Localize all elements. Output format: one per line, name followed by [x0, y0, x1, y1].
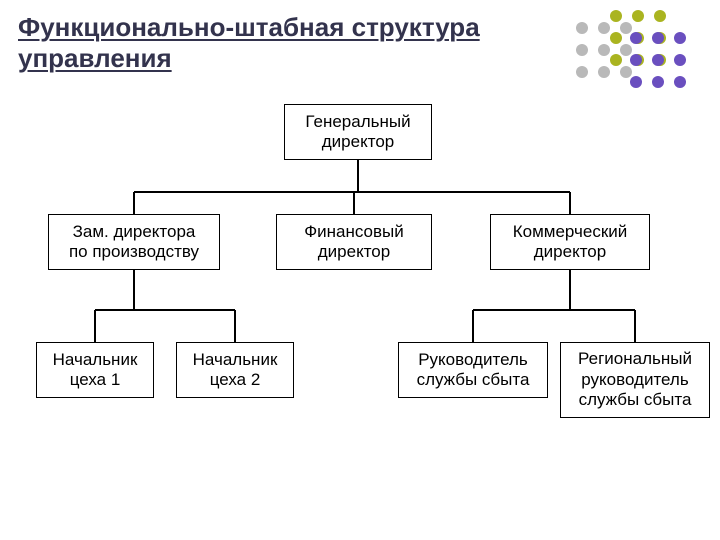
decoration-dot — [652, 32, 664, 44]
org-edge — [133, 270, 135, 310]
decoration-dot — [598, 22, 610, 34]
title-line2: управления — [18, 43, 172, 73]
decoration-dot — [652, 54, 664, 66]
decoration-dot — [610, 54, 622, 66]
org-node-root: Генеральныйдиректор — [284, 104, 432, 160]
decoration-dot — [576, 44, 588, 56]
decoration-dot — [674, 32, 686, 44]
decoration-dot — [610, 10, 622, 22]
decoration-dot — [632, 10, 644, 22]
decoration-dot — [610, 32, 622, 44]
org-edge — [95, 309, 235, 311]
decoration-dot — [598, 44, 610, 56]
slide-title: Функционально-штабная структура управлен… — [18, 12, 480, 74]
org-node-shop1: Начальникцеха 1 — [36, 342, 154, 398]
decoration-dot — [630, 76, 642, 88]
decoration-dot — [674, 76, 686, 88]
org-node-shop2: Начальникцеха 2 — [176, 342, 294, 398]
org-edge — [569, 192, 571, 214]
org-node-sales1: Руководительслужбы сбыта — [398, 342, 548, 398]
decoration-dot — [654, 10, 666, 22]
org-edge — [133, 192, 135, 214]
decoration-dot — [630, 32, 642, 44]
org-edge — [473, 309, 635, 311]
decoration-dot — [598, 66, 610, 78]
org-edge — [472, 310, 474, 342]
org-edge — [634, 310, 636, 342]
decoration-dot — [576, 66, 588, 78]
org-node-sales2: Региональныйруководительслужбы сбыта — [560, 342, 710, 418]
org-node-dep1: Зам. директорапо производству — [48, 214, 220, 270]
decoration-dot — [576, 22, 588, 34]
decoration-dot — [620, 22, 632, 34]
corner-dots-decoration — [576, 10, 706, 100]
org-node-dep2: Финансовыйдиректор — [276, 214, 432, 270]
org-edge — [94, 310, 96, 342]
decoration-dot — [620, 66, 632, 78]
title-line1: Функционально-штабная структура — [18, 12, 480, 42]
org-edge — [353, 192, 355, 214]
org-edge — [234, 310, 236, 342]
org-edge — [569, 270, 571, 310]
org-edge — [134, 191, 570, 193]
decoration-dot — [630, 54, 642, 66]
decoration-dot — [620, 44, 632, 56]
org-edge — [357, 160, 359, 192]
decoration-dot — [674, 54, 686, 66]
org-node-dep3: Коммерческийдиректор — [490, 214, 650, 270]
decoration-dot — [652, 76, 664, 88]
